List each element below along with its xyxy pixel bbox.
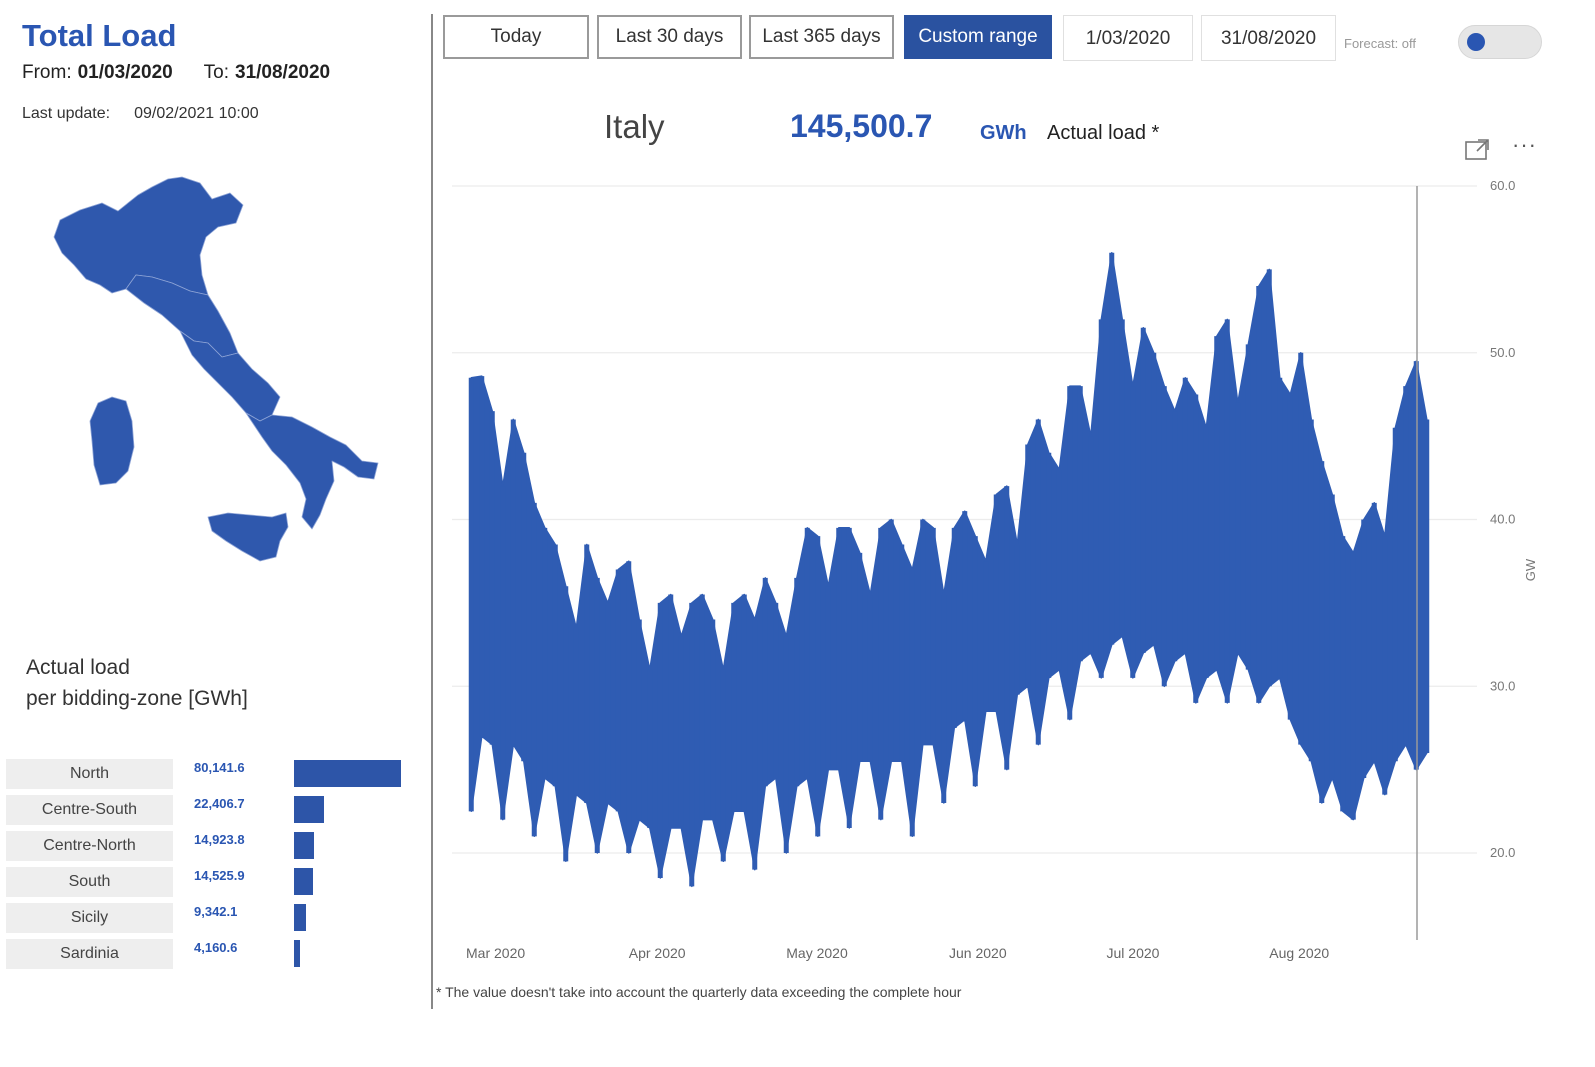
from-label: From: <box>22 62 72 83</box>
map-zone-sardinia[interactable] <box>89 396 135 486</box>
last-update: Last update: 09/02/2021 10:00 <box>22 105 259 123</box>
x-tick-label: May 2020 <box>786 945 848 961</box>
map-zone-centre-north[interactable] <box>125 274 239 358</box>
zone-value: 4,160.6 <box>194 940 238 955</box>
y-tick-label: 60.0 <box>1490 178 1515 193</box>
region-name: Italy <box>604 108 665 145</box>
zone-row[interactable]: Sicily 9,342.1 <box>6 901 426 937</box>
date-range-summary: From: 01/03/2020 To: 31/08/2020 <box>22 62 356 84</box>
zone-name: North <box>6 759 173 789</box>
total-load-unit: GWh <box>980 122 1027 144</box>
zone-row[interactable]: North 80,141.6 <box>6 757 426 793</box>
last-update-value: 09/02/2021 10:00 <box>134 105 259 122</box>
today-button[interactable]: Today <box>443 15 589 59</box>
zone-bar <box>294 760 401 787</box>
zone-row[interactable]: South 14,525.9 <box>6 865 426 901</box>
zone-name: Centre-South <box>6 795 173 825</box>
series-area <box>470 251 1428 888</box>
x-tick-label: Mar 2020 <box>466 945 525 961</box>
from-value: 01/03/2020 <box>77 62 173 83</box>
x-tick-label: Aug 2020 <box>1269 945 1329 961</box>
y-tick-label: 30.0 <box>1490 678 1515 693</box>
x-tick-label: Jun 2020 <box>949 945 1007 961</box>
map-zone-north[interactable] <box>53 176 244 296</box>
forecast-toggle[interactable] <box>1458 25 1542 59</box>
zone-value: 80,141.6 <box>194 760 245 775</box>
zone-row[interactable]: Centre-South 22,406.7 <box>6 793 426 829</box>
footnote: * The value doesn't take into account th… <box>436 984 962 1000</box>
zone-bar <box>294 940 300 967</box>
zone-value: 9,342.1 <box>194 904 238 919</box>
date-to-field[interactable]: 31/08/2020 <box>1201 15 1336 61</box>
total-load-value: 145,500.7 <box>790 108 933 144</box>
zone-row[interactable]: Centre-North 14,923.8 <box>6 829 426 865</box>
y-axis-label: GW <box>1523 558 1538 581</box>
panel-divider <box>431 14 433 1009</box>
date-from-field[interactable]: 1/03/2020 <box>1063 15 1193 61</box>
to-value: 31/08/2020 <box>235 62 331 83</box>
italy-map[interactable] <box>40 165 400 625</box>
last-30-days-button[interactable]: Last 30 days <box>597 15 742 59</box>
zone-bar <box>294 796 324 823</box>
zone-name: Sicily <box>6 903 173 933</box>
zone-value: 14,525.9 <box>194 868 245 883</box>
left-panel: Total Load From: 01/03/2020 To: 31/08/2020… <box>0 0 432 1067</box>
more-options-icon[interactable]: ··· <box>1512 132 1537 157</box>
zone-bar-chart: North 80,141.6 Centre-South 22,406.7 Centre-… <box>6 757 426 973</box>
zone-bar <box>294 904 306 931</box>
actual-load-label: Actual load * <box>1047 122 1160 144</box>
x-tick-label: Apr 2020 <box>629 945 686 961</box>
focus-mode-icon[interactable] <box>1464 138 1490 162</box>
y-tick-label: 50.0 <box>1490 345 1515 360</box>
map-zone-south[interactable] <box>245 412 379 530</box>
page-title: Total Load <box>22 18 177 53</box>
toggle-knob <box>1467 33 1485 51</box>
load-line-chart: 60.0 50.0 40.0 30.0 20.0 GW Mar 2020 Apr 2020 Ma… <box>452 178 1538 961</box>
custom-range-button[interactable]: Custom range <box>904 15 1052 59</box>
x-tick-label: Jul 2020 <box>1107 945 1160 961</box>
y-tick-label: 20.0 <box>1490 845 1515 860</box>
map-zone-centre-south[interactable] <box>179 330 281 422</box>
last-365-days-button[interactable]: Last 365 days <box>749 15 894 59</box>
zone-name: South <box>6 867 173 897</box>
zone-bar <box>294 868 313 895</box>
last-update-label: Last update: <box>22 105 111 122</box>
to-label: To: <box>203 62 229 83</box>
y-tick-label: 40.0 <box>1490 512 1515 527</box>
zone-chart-title: Actual load per bidding-zone [GWh] <box>26 656 248 710</box>
zone-bar <box>294 832 314 859</box>
zone-name: Centre-North <box>6 831 173 861</box>
forecast-label: Forecast: off <box>1344 36 1417 51</box>
zone-row[interactable]: Sardinia 4,160.6 <box>6 937 426 973</box>
map-zone-sicily[interactable] <box>207 512 289 562</box>
zone-name: Sardinia <box>6 939 173 969</box>
zone-value: 14,923.8 <box>194 832 245 847</box>
zone-value: 22,406.7 <box>194 796 245 811</box>
